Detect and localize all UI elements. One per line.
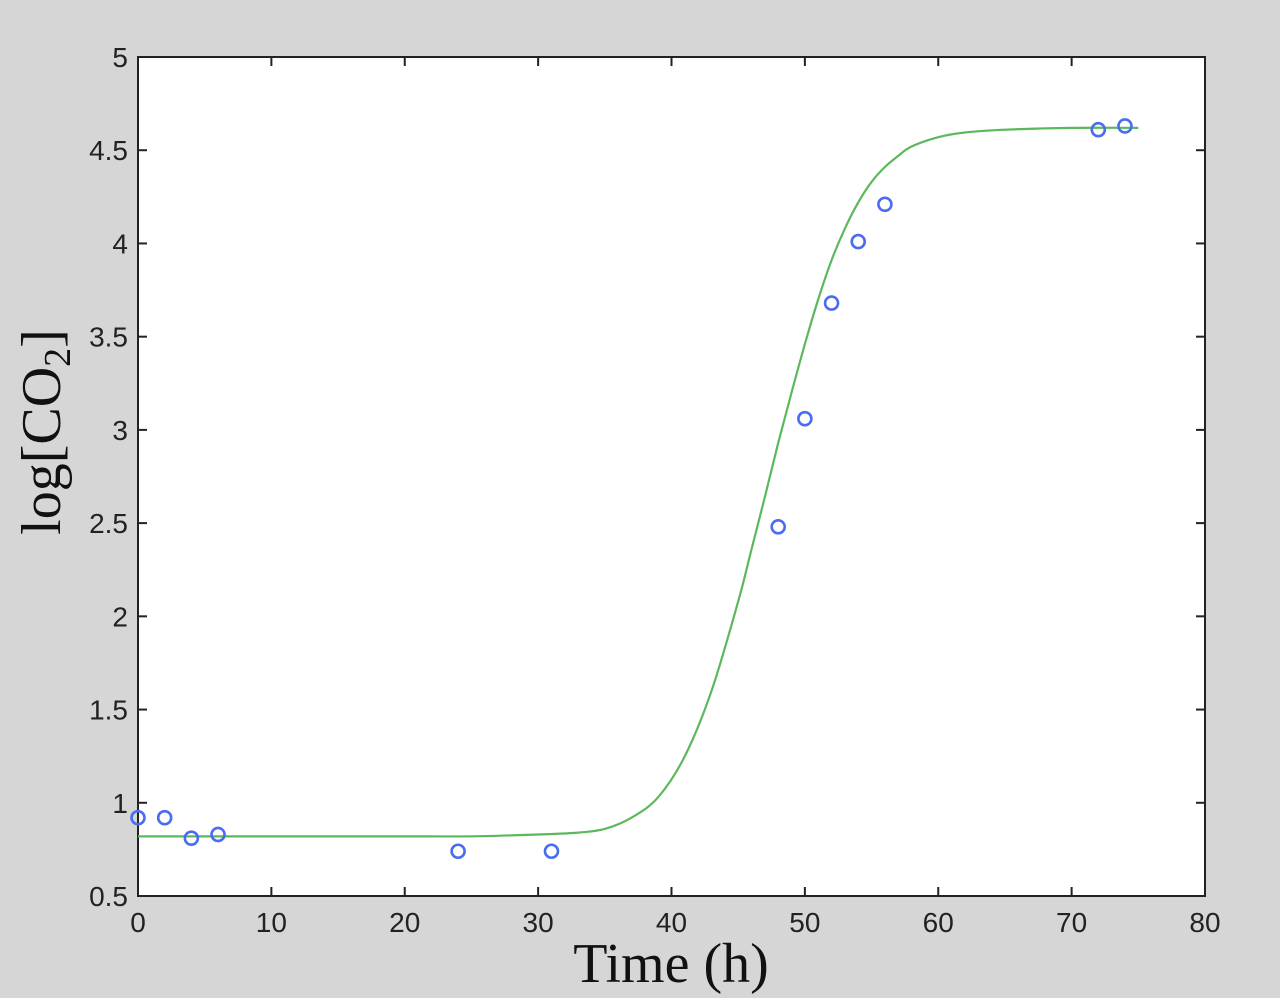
data-point-marker (797, 410, 813, 427)
plot-area (137, 56, 1206, 897)
fit-curve (138, 126, 1139, 838)
y-tick-label: 4 (112, 228, 128, 259)
data-point-marker (210, 826, 226, 843)
axis-ticks (137, 56, 1206, 897)
y-axis-title-main: log[CO (11, 367, 73, 535)
data-point-marker (543, 843, 560, 860)
y-tick-label: 3.5 (89, 322, 128, 353)
y-tick-label: 1 (112, 788, 128, 819)
data-point-marker (183, 830, 200, 847)
data-point-marker (130, 809, 146, 826)
y-tick-label: 4.5 (89, 135, 128, 166)
x-tick-labels: 0 10 20 30 40 50 60 70 80 (130, 907, 1220, 938)
data-point-marker (877, 196, 893, 213)
x-tick-label: 80 (1189, 907, 1220, 938)
y-tick-label: 2.5 (89, 508, 128, 539)
x-tick-label: 30 (523, 907, 554, 938)
y-tick-label: 1.5 (89, 695, 128, 726)
y-tick-label: 3 (112, 415, 128, 446)
y-tick-label: 5 (112, 42, 128, 73)
data-point-marker (156, 809, 173, 826)
data-point-marker (450, 843, 466, 860)
x-axis-title: Time (h) (573, 933, 769, 995)
y-axis-title-close: ] (11, 329, 73, 348)
x-tick-label: 10 (256, 907, 287, 938)
y-tick-labels: 0.5 1 1.5 2 2.5 3 3.5 4 4.5 5 (89, 42, 128, 912)
x-tick-label: 40 (656, 907, 687, 938)
x-tick-label: 70 (1056, 907, 1087, 938)
x-tick-label: 60 (923, 907, 954, 938)
data-markers (130, 118, 1133, 860)
y-axis-title-subscript: 2 (37, 348, 79, 367)
x-tick-label: 50 (789, 907, 820, 938)
data-point-marker (850, 233, 867, 250)
y-tick-label: 0.5 (89, 881, 128, 912)
y-tick-label: 2 (112, 601, 128, 632)
x-tick-label: 0 (130, 907, 146, 938)
data-point-marker (770, 519, 787, 535)
data-point-marker (1090, 121, 1107, 138)
data-point-marker (823, 295, 840, 311)
x-tick-label: 20 (389, 907, 420, 938)
data-point-marker (1117, 118, 1133, 134)
y-axis-title: log[CO2] (11, 329, 79, 535)
